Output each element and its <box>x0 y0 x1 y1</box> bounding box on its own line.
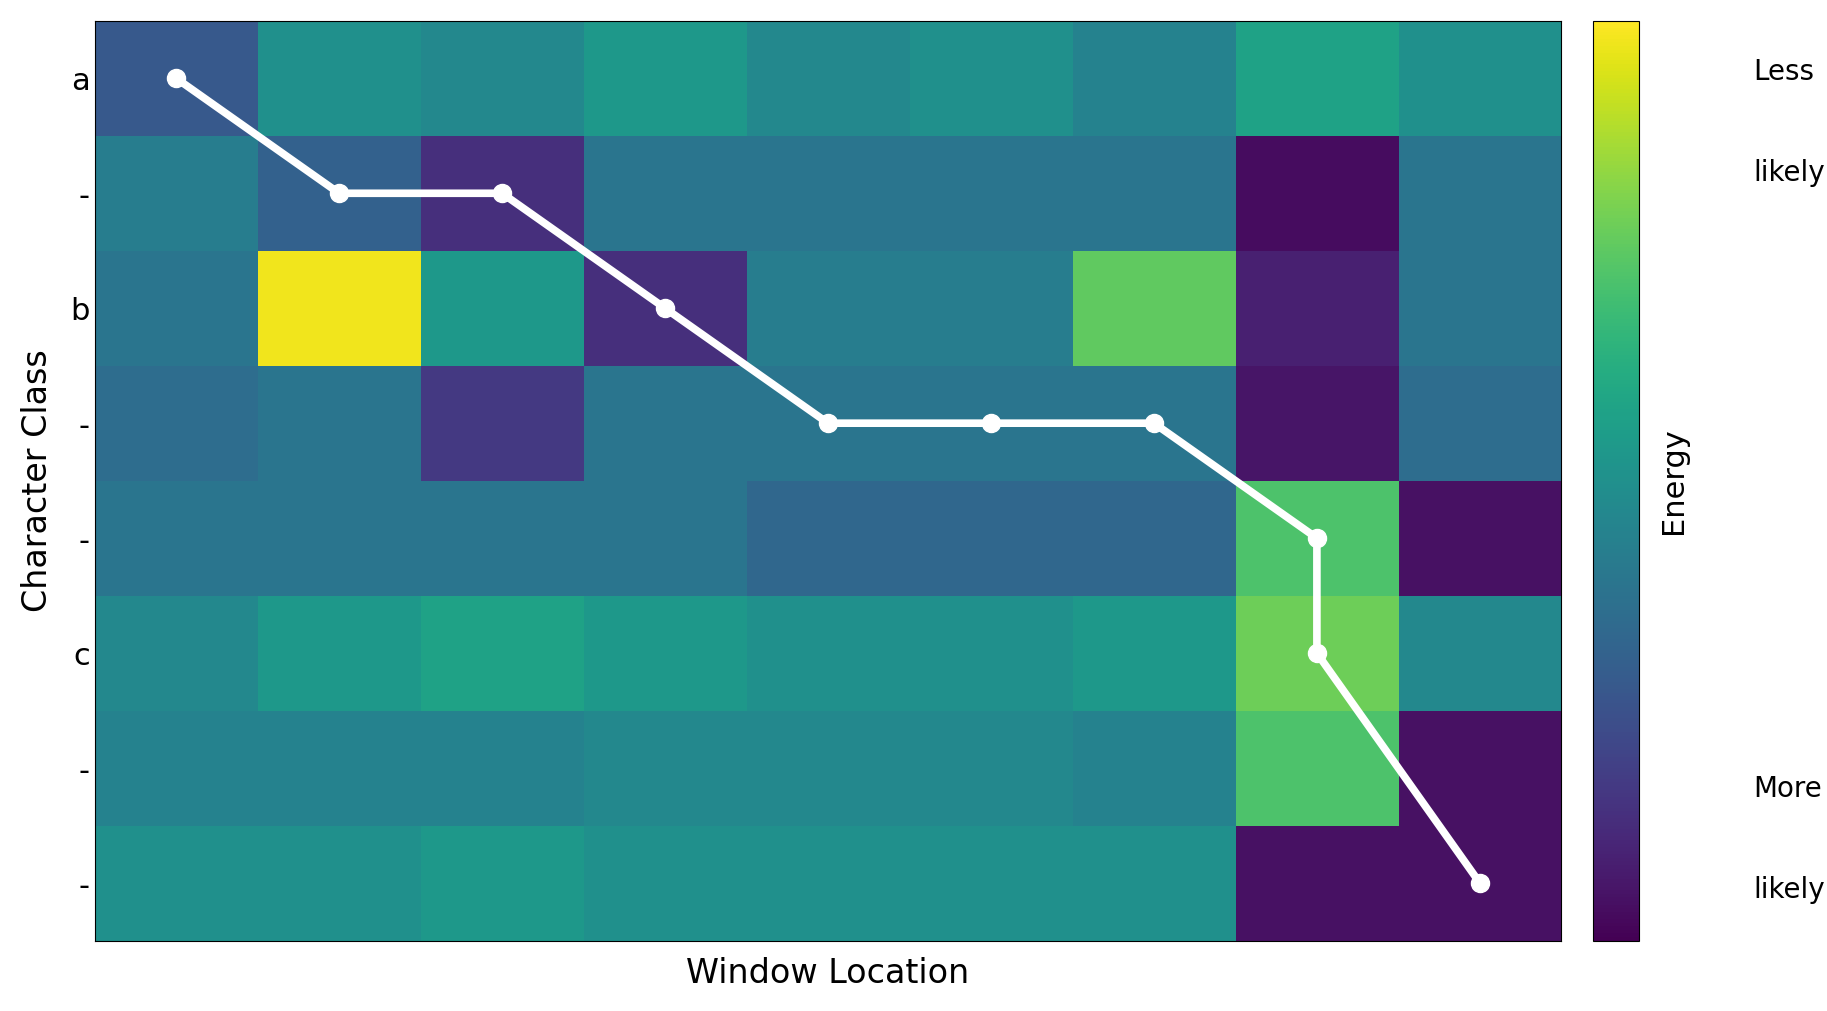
Text: likely: likely <box>1754 876 1825 904</box>
X-axis label: Window Location: Window Location <box>687 957 970 990</box>
Text: likely: likely <box>1754 159 1825 187</box>
Y-axis label: Energy: Energy <box>1659 428 1688 534</box>
Text: More: More <box>1754 774 1822 803</box>
Text: Less: Less <box>1754 58 1814 86</box>
Y-axis label: Character Class: Character Class <box>20 349 53 612</box>
